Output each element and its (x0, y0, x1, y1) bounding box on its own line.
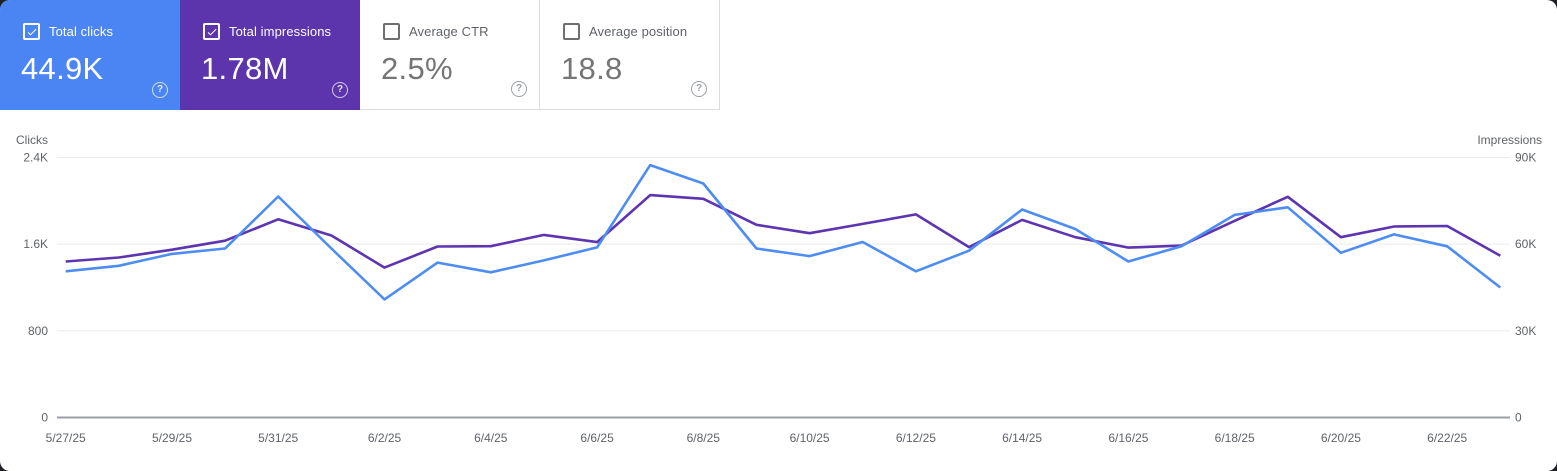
metric-card-average-position[interactable]: Average position 18.8 ? (540, 0, 720, 110)
help-icon[interactable]: ? (511, 81, 527, 97)
total-clicks-checkbox[interactable] (23, 23, 40, 40)
right-axis-tick-label: 90K (1515, 151, 1536, 165)
metric-card-label: Total clicks (49, 24, 114, 39)
metric-card-label: Total impressions (229, 24, 332, 39)
x-tick-label: 6/14/25 (1002, 431, 1042, 445)
right-axis-tick-label: 30K (1515, 324, 1536, 338)
x-tick-label: 6/8/25 (687, 431, 721, 445)
clicks-line (65, 163, 1502, 301)
x-tick-label: 6/2/25 (368, 431, 402, 445)
x-tick-label: 5/27/25 (46, 431, 86, 445)
metric-card-total-clicks[interactable]: Total clicks 44.9K ? (0, 0, 180, 110)
card-header: Total clicks (0, 0, 180, 40)
left-axis-tick-label: 2.4K (23, 151, 48, 165)
metric-card-value: 44.9K (21, 51, 104, 86)
checkmark-icon (207, 28, 216, 35)
impressions-line (65, 193, 1501, 269)
left-axis-tick-label: 1.6K (23, 237, 48, 251)
x-tick-label: 6/10/25 (790, 431, 830, 445)
help-icon[interactable]: ? (152, 82, 168, 98)
average-position-checkbox[interactable] (563, 23, 580, 40)
metric-card-label: Average position (589, 24, 688, 39)
card-header: Average position (540, 0, 719, 40)
metric-card-average-ctr[interactable]: Average CTR 2.5% ? (360, 0, 540, 110)
x-tick-label: 5/31/25 (258, 431, 298, 445)
x-tick-label: 6/18/25 (1215, 431, 1255, 445)
right-axis-tick-label: 0 (1515, 411, 1522, 425)
metric-card-value: 2.5% (381, 51, 453, 86)
checkmark-icon (27, 28, 36, 35)
metric-cards-row: Total clicks 44.9K ? Total impressions 1… (0, 0, 720, 110)
x-tick-label: 6/20/25 (1321, 431, 1361, 445)
help-icon[interactable]: ? (332, 82, 348, 98)
x-tick-label: 5/29/25 (152, 431, 192, 445)
metric-card-label: Average CTR (409, 24, 489, 39)
average-ctr-checkbox[interactable] (383, 23, 400, 40)
metric-card-value: 18.8 (561, 51, 623, 86)
x-tick-label: 6/22/25 (1427, 431, 1467, 445)
card-header: Total impressions (180, 0, 360, 40)
left-axis-tick-label: 0 (41, 411, 48, 425)
metric-card-total-impressions[interactable]: Total impressions 1.78M ? (180, 0, 360, 110)
help-icon[interactable]: ? (691, 81, 707, 97)
left-axis-tick-label: 800 (28, 324, 48, 338)
x-tick-label: 6/16/25 (1108, 431, 1148, 445)
x-tick-label: 6/12/25 (896, 431, 936, 445)
total-impressions-checkbox[interactable] (203, 23, 220, 40)
x-tick-label: 6/6/25 (580, 431, 614, 445)
right-axis-tick-label: 60K (1515, 237, 1536, 251)
x-tick-label: 6/4/25 (474, 431, 508, 445)
card-header: Average CTR (360, 0, 539, 40)
metric-card-value: 1.78M (201, 51, 289, 86)
